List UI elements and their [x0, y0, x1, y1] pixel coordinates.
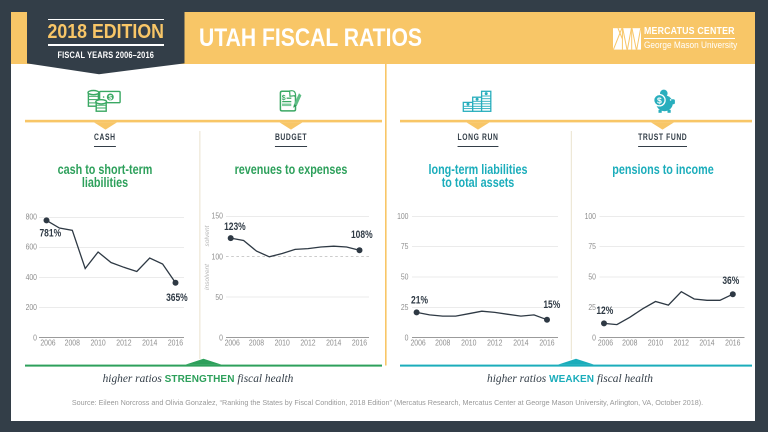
svg-text:0: 0 [405, 333, 409, 343]
svg-text:21%: 21% [411, 295, 428, 307]
svg-text:2016: 2016 [168, 338, 183, 348]
svg-text:25: 25 [588, 303, 596, 313]
svg-text:0: 0 [33, 333, 37, 343]
svg-text:50: 50 [588, 272, 596, 282]
svg-text:2010: 2010 [90, 338, 105, 348]
svg-text:2006: 2006 [598, 338, 613, 348]
svg-text:insolvent: insolvent [204, 263, 211, 290]
svg-text:2012: 2012 [674, 338, 689, 348]
svg-text:2014: 2014 [142, 338, 157, 348]
svg-text:108%: 108% [351, 229, 373, 241]
svg-text:12%: 12% [596, 305, 613, 317]
svg-text:75: 75 [401, 242, 409, 252]
svg-text:400: 400 [26, 272, 37, 282]
svg-text:800: 800 [26, 212, 37, 222]
svg-text:2014: 2014 [699, 338, 714, 348]
svg-text:2008: 2008 [65, 338, 80, 348]
svg-text:2010: 2010 [275, 338, 290, 348]
svg-text:2006: 2006 [225, 338, 240, 348]
svg-text:2012: 2012 [300, 338, 315, 348]
svg-text:36%: 36% [722, 275, 739, 287]
svg-text:2010: 2010 [648, 338, 663, 348]
svg-text:123%: 123% [224, 221, 246, 233]
svg-text:50: 50 [401, 272, 409, 282]
svg-text:365%: 365% [166, 292, 188, 304]
svg-text:200: 200 [26, 303, 37, 313]
svg-text:781%: 781% [39, 227, 61, 239]
svg-text:2008: 2008 [622, 338, 637, 348]
svg-text:2014: 2014 [326, 338, 341, 348]
svg-text:2008: 2008 [249, 338, 264, 348]
svg-text:2016: 2016 [725, 338, 740, 348]
svg-text:2008: 2008 [435, 338, 450, 348]
svg-text:2012: 2012 [487, 338, 502, 348]
svg-text:2016: 2016 [352, 338, 367, 348]
svg-text:2006: 2006 [40, 338, 55, 348]
svg-text:2016: 2016 [539, 338, 554, 348]
svg-text:0: 0 [219, 333, 223, 343]
svg-text:600: 600 [26, 242, 37, 252]
svg-text:2012: 2012 [116, 338, 131, 348]
svg-text:100: 100 [585, 211, 596, 221]
svg-text:solvent: solvent [204, 224, 211, 246]
svg-text:100: 100 [397, 211, 408, 221]
svg-text:2014: 2014 [513, 338, 528, 348]
svg-text:75: 75 [588, 242, 596, 252]
svg-text:$: $ [108, 94, 112, 101]
svg-text:2010: 2010 [461, 338, 476, 348]
svg-text:100: 100 [212, 252, 223, 262]
svg-text:15%: 15% [543, 299, 560, 311]
svg-text:150: 150 [212, 211, 223, 221]
svg-text:50: 50 [215, 292, 223, 302]
svg-text:$: $ [657, 95, 662, 105]
svg-text:$: $ [282, 95, 286, 102]
svg-text:2006: 2006 [410, 338, 425, 348]
svg-text:25: 25 [401, 303, 409, 313]
svg-text:0: 0 [592, 333, 596, 343]
